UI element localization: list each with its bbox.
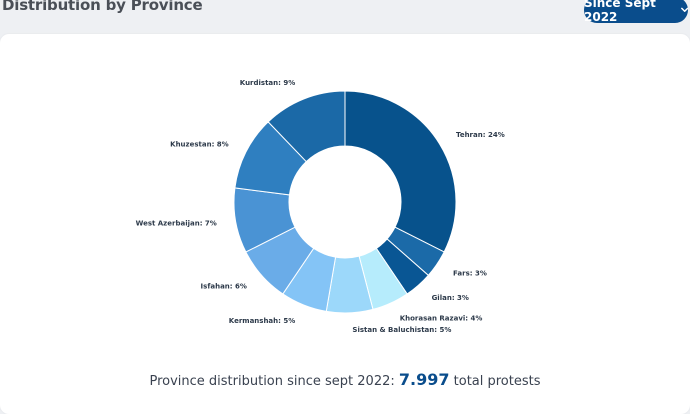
- label-isfahan: Isfahan: 6%: [201, 283, 247, 291]
- summary-line: Province distribution since sept 2022: 7…: [0, 370, 690, 389]
- label-gilan: Gilan: 3%: [432, 294, 469, 302]
- page-title: Distribution by Province: [2, 0, 203, 14]
- label-sistan-baluchistan: Sistan & Baluchistan: 5%: [352, 326, 451, 334]
- label-tehran: Tehran: 24%: [456, 131, 505, 139]
- summary-prefix: Province distribution since sept 2022:: [149, 374, 395, 389]
- chevron-down-icon: [680, 7, 688, 12]
- province-donut-chart: Tehran: 24% Fars: 3% Gilan: 3% Khorasan Raz…: [136, 79, 505, 334]
- label-kurdistan: Kurdistan: 9%: [240, 79, 296, 87]
- summary-suffix: total protests: [453, 374, 541, 389]
- label-khorasan-razavi: Khorasan Razavi: 4%: [400, 315, 483, 323]
- slice-tehran[interactable]: [344, 90, 457, 253]
- period-select-label: Since Sept 2022: [584, 0, 656, 24]
- label-west-azerbaijan: West Azerbaijan: 7%: [136, 220, 217, 228]
- label-fars: Fars: 3%: [453, 270, 487, 278]
- period-select-button[interactable]: Since Sept 2022: [584, 0, 688, 24]
- label-kermanshah: Kermanshah: 5%: [229, 317, 295, 325]
- label-khuzestan: Khuzestan: 8%: [170, 140, 229, 148]
- chart-card: Tehran: 24% Fars: 3% Gilan: 3% Khorasan Raz…: [0, 34, 690, 414]
- slice-kurdistan[interactable]: [267, 90, 346, 163]
- total-count: 7.997: [398, 370, 450, 389]
